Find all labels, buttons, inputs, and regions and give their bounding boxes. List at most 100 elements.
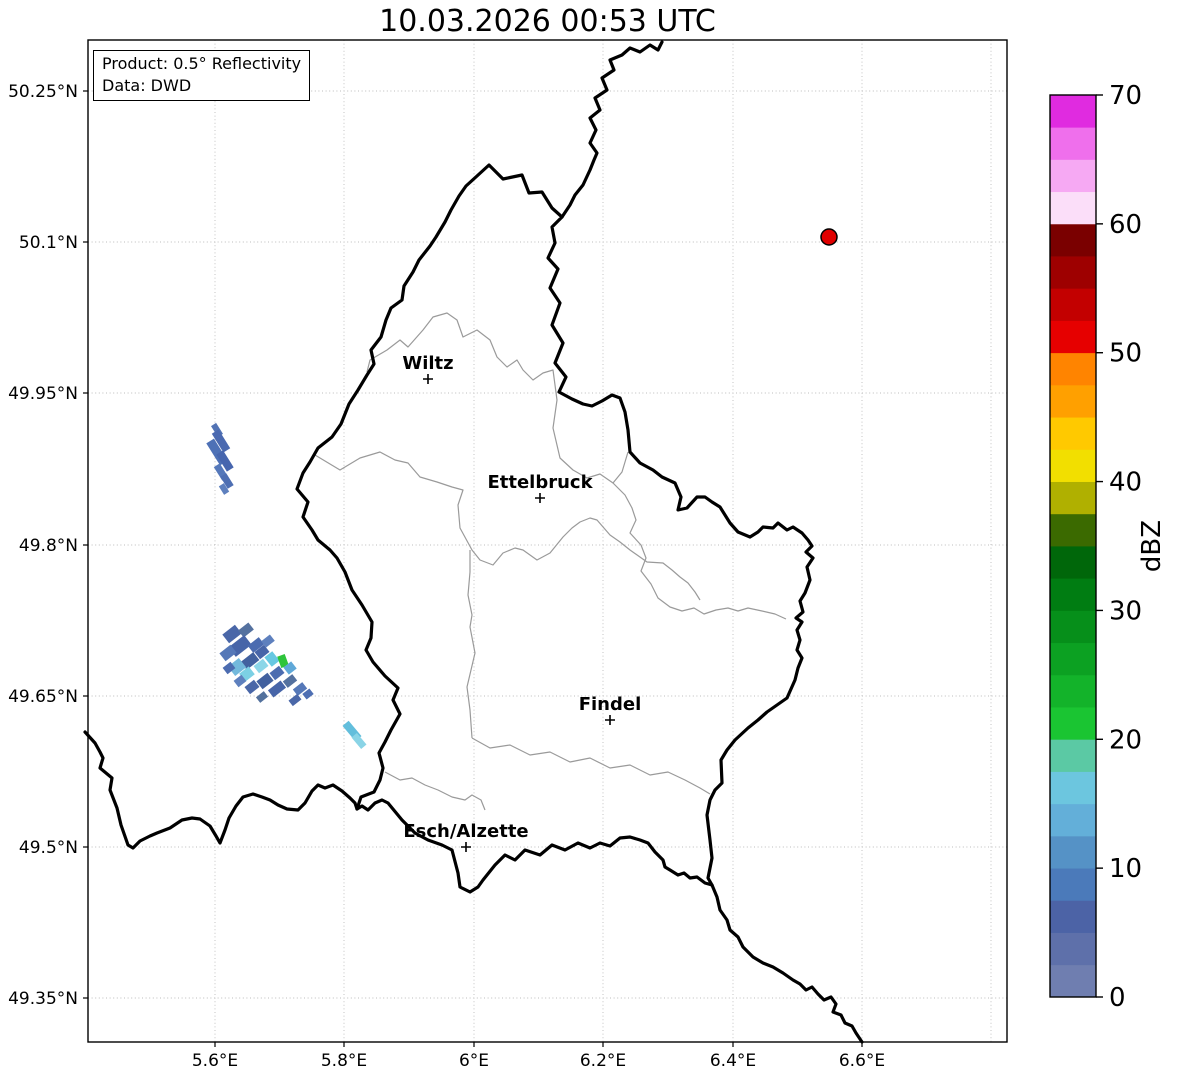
colorbar-axis-label: dBZ	[1137, 520, 1167, 572]
colorbar-band	[1050, 835, 1096, 869]
radar-echo-cell	[277, 653, 289, 669]
colorbar-tick-label: 50	[1109, 339, 1142, 369]
colorbar-band	[1050, 513, 1096, 547]
y-tick-label: 49.5°N	[19, 838, 78, 858]
colorbar-band	[1050, 707, 1096, 740]
city-label: Findel	[579, 694, 642, 715]
city-label: Esch/Alzette	[403, 821, 528, 842]
colorbar-band	[1050, 674, 1096, 708]
colorbar-tick-label: 60	[1109, 210, 1142, 240]
radar-echo-cell	[269, 665, 285, 681]
product-info-box: Product: 0.5° Reflectivity Data: DWD	[93, 50, 311, 101]
city-label: Ettelbruck	[487, 472, 593, 493]
radar-echo-cell	[222, 661, 236, 675]
data-source-line: Data: DWD	[102, 76, 192, 95]
city-label: Wiltz	[402, 353, 453, 374]
axis-ticks	[83, 90, 863, 1047]
radar-echo-cell	[255, 691, 269, 703]
city-wiltz: Wiltz	[402, 353, 454, 384]
plot-frame	[87, 39, 1008, 1043]
radar-echo-cell	[220, 473, 234, 489]
radar-echo-cell	[218, 483, 230, 495]
radar-echo-cell	[216, 450, 234, 472]
colorbar-band	[1050, 964, 1096, 998]
x-axis-labels: 5.6°E 5.8°E 6°E 6.2°E 6.4°E 6.6°E	[192, 1051, 885, 1071]
france-germany-border	[710, 883, 864, 1044]
radar-echo-cell	[254, 644, 270, 660]
radar-echo-cell	[211, 429, 231, 453]
radar-echo-cell	[222, 624, 242, 644]
country-borders	[83, 40, 864, 1044]
radar-echo-cell	[261, 634, 275, 648]
radar-echo-cell	[283, 661, 297, 675]
radar-site-dot	[820, 228, 838, 246]
colorbar-tick-label: 20	[1109, 725, 1142, 755]
radar-echo-cell	[302, 688, 314, 700]
y-tick-label: 50.1°N	[19, 233, 78, 253]
colorbar-tick-label: 10	[1109, 854, 1142, 884]
colorbar-band	[1050, 803, 1096, 837]
luxembourg-border	[295, 163, 815, 894]
city-cross-icon	[605, 715, 615, 725]
district-border-line	[366, 312, 629, 484]
city-cross-icon	[423, 374, 433, 384]
radar-echo-cell	[351, 733, 367, 749]
radar-echo-cell	[238, 622, 254, 638]
x-tick-label: 5.8°E	[321, 1051, 367, 1071]
colorbar-band	[1050, 159, 1096, 193]
colorbar-band	[1050, 610, 1096, 644]
belgium-france-border	[83, 730, 359, 850]
colorbar-band	[1050, 739, 1096, 772]
district-borders	[314, 312, 787, 811]
colorbar-band	[1050, 288, 1096, 321]
colorbar-band	[1050, 417, 1096, 450]
colorbar-tick-label: 40	[1109, 468, 1142, 498]
colorbar-band	[1050, 127, 1096, 160]
city-cross-icon	[535, 493, 545, 503]
colorbar-band	[1050, 191, 1096, 225]
radar-echo-cell	[253, 658, 269, 674]
x-tick-label: 6.2°E	[580, 1051, 626, 1071]
colorbar-band	[1050, 578, 1096, 611]
city-esch-alzette: Esch/Alzette	[403, 821, 529, 852]
x-tick-label: 6.4°E	[710, 1051, 756, 1071]
colorbar-band	[1050, 320, 1096, 354]
figure-title: 10.03.2026 00:53 UTC	[379, 4, 716, 39]
product-line: Product: 0.5° Reflectivity	[102, 54, 302, 73]
y-tick-label: 50.25°N	[8, 82, 78, 102]
belgium-germany-border	[560, 40, 664, 219]
radar-echo-cell	[282, 674, 298, 688]
colorbar-band	[1050, 352, 1096, 386]
x-tick-label: 5.6°E	[192, 1051, 238, 1071]
colorbar-band	[1050, 449, 1096, 482]
x-tick-label: 6°E	[459, 1051, 489, 1071]
colorbar-band	[1050, 256, 1096, 289]
district-border-line	[314, 451, 701, 601]
y-tick-label: 49.65°N	[8, 687, 78, 707]
radar-echo-cell	[256, 672, 274, 690]
district-border-line	[612, 482, 787, 620]
colorbar-tick-label: 0	[1109, 983, 1126, 1013]
colorbar-band	[1050, 932, 1096, 966]
radar-echo-cell	[247, 637, 265, 653]
colorbar: 0 10 20 30 40 50 60 70 dBZ	[1049, 81, 1167, 1013]
radar-echo-cell	[244, 679, 260, 695]
city-cross-icon	[461, 842, 471, 852]
y-tick-label: 49.95°N	[8, 384, 78, 404]
colorbar-band	[1050, 384, 1096, 418]
radar-echo-cell	[240, 652, 260, 670]
colorbar-tick-label: 30	[1109, 596, 1142, 626]
city-markers: Wiltz Ettelbruck Findel Esch/Alzette	[402, 353, 641, 852]
radar-echoes	[206, 422, 367, 749]
gridlines	[88, 40, 1007, 1042]
district-border-line	[471, 737, 711, 795]
radar-echo-cell	[219, 644, 237, 662]
colorbar-frame	[1049, 94, 1097, 998]
colorbar-band	[1050, 868, 1096, 901]
radar-echo-cell	[264, 651, 280, 667]
colorbar-band	[1050, 546, 1096, 579]
district-border-line	[384, 771, 486, 811]
colorbar-band	[1050, 900, 1096, 933]
